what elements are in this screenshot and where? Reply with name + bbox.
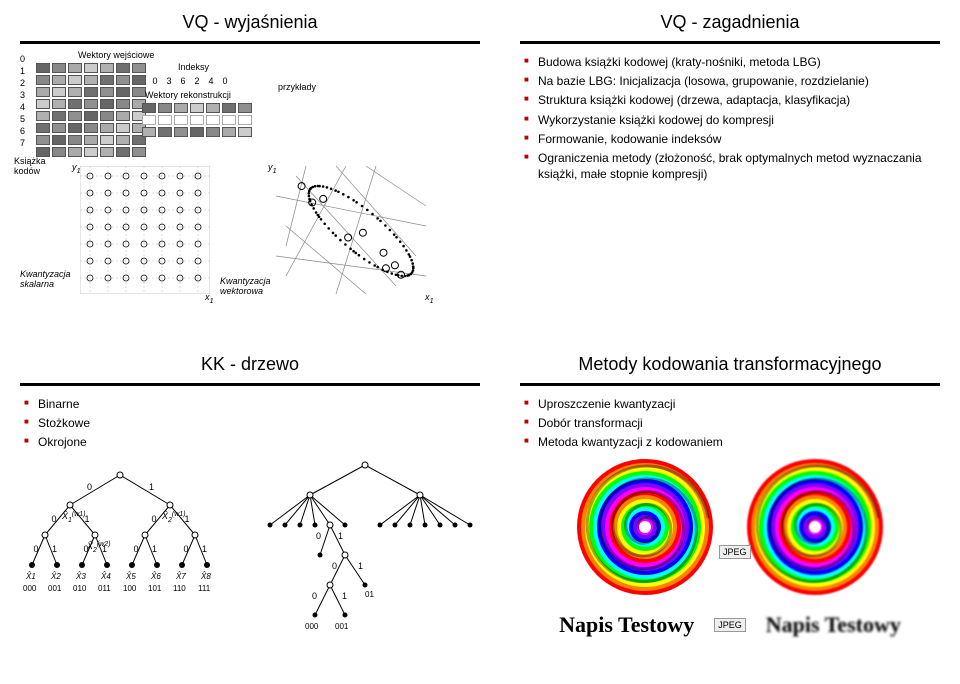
list-item: Metoda kwantyzacji z kodowaniem xyxy=(524,434,940,450)
list-item: Uproszczenie kwantyzacji xyxy=(524,396,940,412)
svg-text:0: 0 xyxy=(134,544,139,554)
napis-jpeg: Napis Testowy xyxy=(766,612,901,638)
svg-text:100: 100 xyxy=(123,584,137,593)
svg-text:1: 1 xyxy=(185,514,190,524)
scalar-scatter xyxy=(80,166,210,294)
label-vector-q: Kwantyzacja wektorowa xyxy=(220,276,280,296)
svg-text:1: 1 xyxy=(102,544,107,554)
list-item: Na bazie LBG: Inicjalizacja (losowa, gru… xyxy=(524,73,940,89)
svg-text:110: 110 xyxy=(173,584,186,593)
list-item: Stożkowe xyxy=(24,415,480,431)
svg-text:001: 001 xyxy=(335,622,349,631)
svg-text:1: 1 xyxy=(149,482,154,492)
rule xyxy=(20,383,480,386)
axis-x1-right: x1 xyxy=(425,292,434,305)
svg-text:0: 0 xyxy=(184,544,189,554)
jpeg-label-2: JPEG xyxy=(714,618,746,632)
svg-text:010: 010 xyxy=(73,584,87,593)
jpeg-label-1: JPEG xyxy=(719,545,751,559)
vector-scatter xyxy=(276,166,426,294)
napis-row: Napis Testowy JPEG Napis Testowy xyxy=(520,612,940,638)
panel-transform-coding: Metody kodowania transformacyjnego Upros… xyxy=(500,342,960,684)
binary-tree-pruned: 01010101000001 xyxy=(250,455,480,655)
title-tr: VQ - zagadnienia xyxy=(520,12,940,33)
svg-text:X̂2(w1): X̂2(w1) xyxy=(161,510,186,523)
label-examples: przykłady xyxy=(278,82,316,92)
spiral-original xyxy=(575,457,715,597)
list-item: Binarne xyxy=(24,396,480,412)
svg-text:000: 000 xyxy=(305,622,319,631)
list-item: Okrojone xyxy=(24,434,480,450)
binary-tree-full: 01X̂1(w1)X̂2(w1)0101X̂2(w2)01010101X̂1X̂… xyxy=(20,455,220,615)
title-tl: VQ - wyjaśnienia xyxy=(20,12,480,33)
spiral-jpeg xyxy=(745,457,885,597)
napis-clean: Napis Testowy xyxy=(559,612,694,638)
axis-x1-left: x1 xyxy=(205,292,214,305)
svg-text:X̂7: X̂7 xyxy=(175,572,186,581)
svg-text:0: 0 xyxy=(87,482,92,492)
label-scalar-q: Kwantyzacja skalarna xyxy=(20,269,75,289)
svg-text:1: 1 xyxy=(85,514,90,524)
svg-text:X̂8: X̂8 xyxy=(200,572,211,581)
svg-text:1: 1 xyxy=(52,544,57,554)
svg-text:X̂5: X̂5 xyxy=(125,572,136,581)
svg-text:111: 111 xyxy=(198,584,211,593)
svg-text:X̂2: X̂2 xyxy=(50,572,61,581)
svg-text:0: 0 xyxy=(312,591,317,601)
list-item: Ograniczenia metody (złożoność, brak opt… xyxy=(524,150,940,182)
trees-wrap: 01X̂1(w1)X̂2(w1)0101X̂2(w2)01010101X̂1X̂… xyxy=(20,455,480,655)
svg-text:1: 1 xyxy=(152,544,157,554)
title-br: Metody kodowania transformacyjnego xyxy=(520,354,940,375)
svg-text:000: 000 xyxy=(23,584,37,593)
svg-text:1: 1 xyxy=(358,561,363,571)
list-item: Struktura książki kodowej (drzewa, adapt… xyxy=(524,92,940,108)
svg-text:0: 0 xyxy=(152,514,157,524)
svg-text:1: 1 xyxy=(338,531,343,541)
svg-text:X̂3: X̂3 xyxy=(75,572,86,581)
vq-diagram: 01234567 Wektory wejściowe Indeksy 03624… xyxy=(20,54,480,304)
list-item: Formowanie, kodowanie indeksów xyxy=(524,131,940,147)
svg-text:001: 001 xyxy=(48,584,62,593)
svg-text:0: 0 xyxy=(34,544,39,554)
label-recon: Wektory rekonstrukcji xyxy=(145,90,231,100)
svg-text:0: 0 xyxy=(52,514,57,524)
label-input-vec: Wektory wejściowe xyxy=(78,50,154,60)
svg-text:0: 0 xyxy=(316,531,321,541)
list-item: Wykorzystanie książki kodowej do kompres… xyxy=(524,112,940,128)
label-indices: Indeksy xyxy=(178,62,209,72)
svg-text:0: 0 xyxy=(84,544,89,554)
rule xyxy=(520,383,940,386)
rule xyxy=(20,41,480,44)
tree-types-list: Binarne Stożkowe Okrojone xyxy=(20,396,480,451)
svg-text:1: 1 xyxy=(342,591,347,601)
spirals-row: JPEG xyxy=(520,457,940,600)
rule xyxy=(520,41,940,44)
panel-kk-tree: KK - drzewo BinarneStożkoweOkrojone 01X̂… xyxy=(0,342,500,684)
title-bl: KK - drzewo xyxy=(20,354,480,375)
svg-text:X̂1(w1): X̂1(w1) xyxy=(61,510,86,523)
svg-text:101: 101 xyxy=(148,584,162,593)
list-item: Budowa książki kodowej (kraty-nośniki, m… xyxy=(524,54,940,70)
svg-text:1: 1 xyxy=(202,544,207,554)
svg-text:0: 0 xyxy=(332,561,337,571)
issues-list: Budowa książki kodowej (kraty-nośniki, m… xyxy=(520,54,940,182)
panel-vq-explain: VQ - wyjaśnienia 01234567 Wektory wejści… xyxy=(0,0,500,342)
svg-text:011: 011 xyxy=(98,584,111,593)
svg-text:X̂1: X̂1 xyxy=(25,572,36,581)
label-codebook: Książka kodów xyxy=(14,156,74,176)
list-item: Dobór transformacji xyxy=(524,415,940,431)
panel-vq-issues: VQ - zagadnienia Budowa książki kodowej … xyxy=(500,0,960,342)
transform-list: Uproszczenie kwantyzacji Dobór transforma… xyxy=(520,396,940,451)
svg-text:X̂6: X̂6 xyxy=(150,572,161,581)
svg-text:01: 01 xyxy=(365,590,374,599)
svg-text:X̂4: X̂4 xyxy=(100,572,111,581)
